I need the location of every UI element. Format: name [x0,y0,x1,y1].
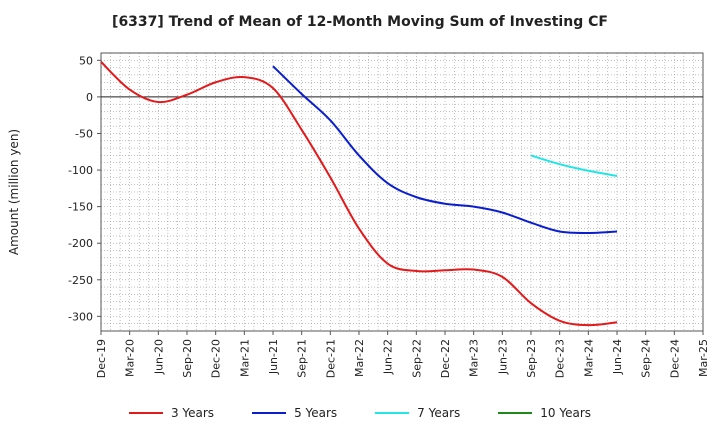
x-tick-label: Dec-20 [210,339,223,378]
x-tick-label: Dec-22 [439,339,452,378]
x-tick-label: Sep-22 [410,339,423,378]
legend-swatch [252,412,287,414]
legend-item-3-years: 3 Years [128,406,215,420]
y-tick-label: -300 [68,310,93,323]
legend-item-5-years: 5 Years [252,406,337,420]
series-line-7-years [530,154,618,177]
y-ticks: 50 0 -50 -100 -150 -200 -250 -300 [68,54,101,323]
legend-swatch [498,412,533,414]
x-tick-label: Jun-23 [496,339,509,375]
legend-label: 10 Years [540,406,592,420]
x-tick-label: Mar-25 [697,339,710,377]
legend-item-10-years: 10 Years [498,406,591,420]
x-tick-label: Mar-21 [238,339,251,377]
x-tick-label: Dec-19 [95,339,108,378]
x-tick-label: Jun-22 [382,339,395,375]
x-tick-label: Mar-23 [468,339,481,377]
y-axis-label: Amount (million yen) [7,129,21,255]
legend-label: 7 Years [417,406,461,420]
x-tick-label: Sep-20 [181,339,194,378]
x-tick-label: Mar-22 [353,339,366,377]
gridlines [101,53,703,331]
x-tick-label: Mar-24 [582,339,595,377]
y-tick-label: -150 [68,201,93,214]
chart-title: [6337] Trend of Mean of 12-Month Moving … [112,14,608,30]
series-line-3-years [100,61,618,327]
legend-swatch [375,412,410,414]
legend: 3 Years 5 Years 7 Years 10 Years [0,406,720,420]
y-tick-label: 0 [86,91,93,104]
series-lines [100,61,618,327]
x-tick-label: Jun-20 [152,339,165,375]
legend-swatch [128,412,163,414]
y-tick-label: 50 [79,54,93,67]
x-tick-label: Dec-24 [668,339,681,378]
legend-label: 3 Years [170,406,215,420]
x-tick-label: Dec-23 [554,339,567,378]
x-tick-label: Mar-20 [124,339,137,377]
x-tick-label: Sep-24 [640,339,653,378]
y-tick-label: -250 [68,274,93,287]
x-tick-label: Sep-23 [525,339,538,378]
y-tick-label: -50 [75,127,93,140]
x-tick-label: Sep-21 [296,339,309,378]
x-tick-label: Jun-21 [267,339,280,375]
legend-item-7-years: 7 Years [375,406,460,420]
plot-frame [100,52,704,332]
series-line-5-years [272,65,618,234]
y-tick-label: -100 [68,164,93,177]
y-tick-label: -200 [68,237,93,250]
x-ticks: Dec-19 Mar-20 Jun-20 Sep-20 Dec-20 Mar-21 Jun-… [95,331,710,378]
x-tick-label: Dec-21 [324,339,337,378]
legend-label: 5 Years [294,406,338,420]
x-tick-label: Jun-24 [611,339,624,375]
